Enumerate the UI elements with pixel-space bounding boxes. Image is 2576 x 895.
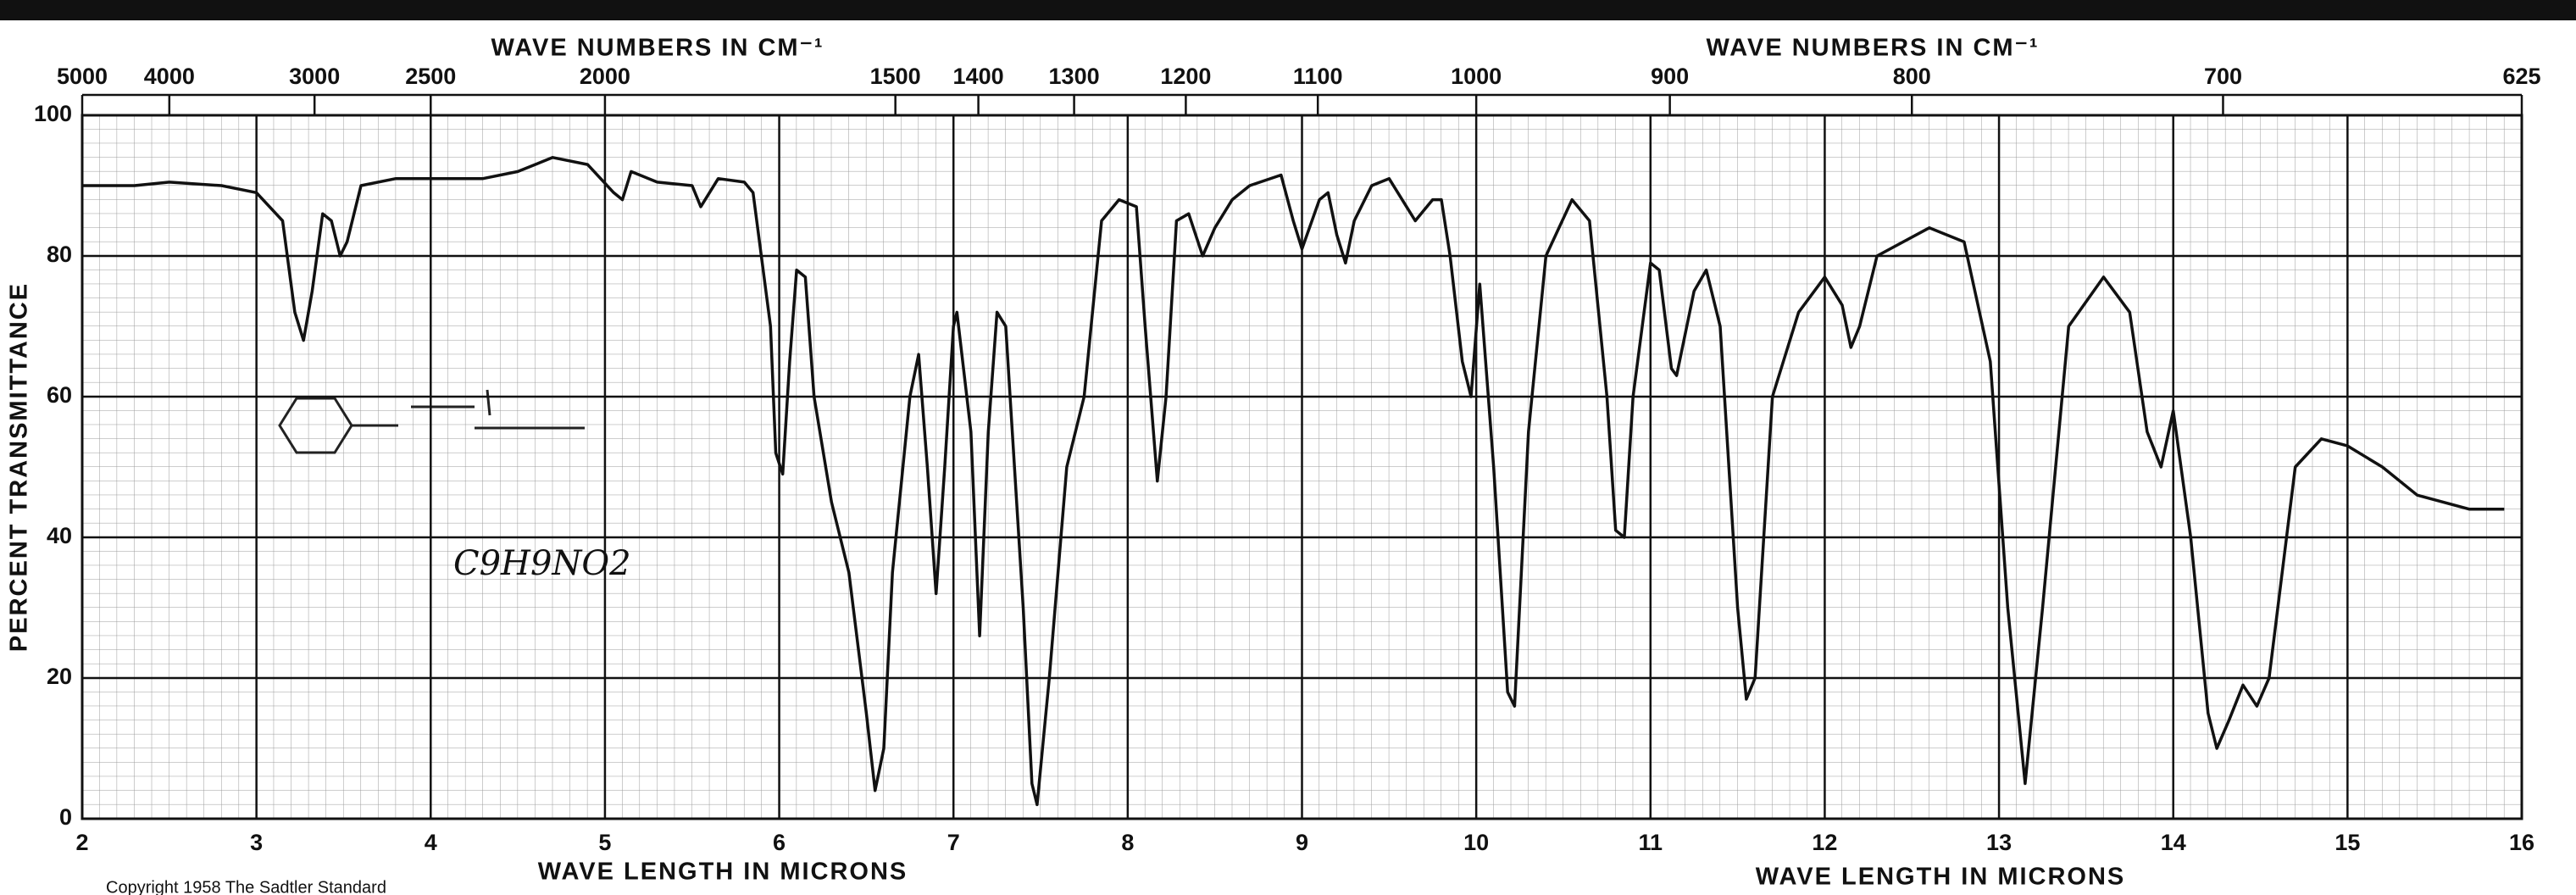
spectrum-line [82,156,2505,807]
x-tick-label: 3 [250,830,263,855]
top-tick-label: 1100 [1293,64,1343,89]
x-tick-label: 16 [2509,830,2534,855]
top-tick-label: 1200 [1160,64,1211,89]
top-tick-label: 700 [2204,64,2242,89]
x-tick-label: 11 [1639,830,1663,855]
top-tick-label: 2000 [580,64,630,89]
y-tick-label: 60 [47,382,72,408]
x-tick-label: 8 [1121,830,1134,855]
y-tick-label: 80 [47,242,72,267]
plot-frame [80,114,2523,820]
top-tick-label: 1500 [870,64,921,89]
x-tick-label: 9 [1296,830,1308,855]
top-tick-label: 2500 [405,64,456,89]
y-axis-title: PERCENT TRANSMITTANCE [6,282,33,652]
x-axis-title: WAVE LENGTH IN MICRONS [1756,864,2126,891]
x-tick-label: 10 [1463,830,1489,855]
top-tick-label: 1400 [953,64,1004,89]
x-tick-label: 6 [773,830,786,855]
top-tick-label: 4000 [144,64,195,89]
footer: Copyright 1958 The Sadtler Standard [106,878,386,895]
x-tick-label: 12 [1812,830,1837,855]
x-tick-label: 4 [425,830,437,855]
y-tick-label: 100 [34,101,72,126]
top-tick-label: 5000 [57,64,108,89]
x-tick-label: 15 [2334,830,2360,855]
top-tick-label: 900 [1651,64,1689,89]
x-axis-title: WAVE LENGTH IN MICRONS [538,859,908,886]
top-tick-label: 3000 [289,64,340,89]
x-tick-label: 2 [75,830,88,855]
top-axis-title: WAVE NUMBERS IN CM⁻¹ [1706,35,2039,62]
y-tick-label: 20 [47,664,72,689]
x-tick-label: 5 [598,830,611,855]
x-tick-label: 7 [947,830,960,855]
structure-sketch [278,389,585,454]
top-tick-label: 800 [1893,64,1931,89]
y-tick-label: 40 [47,523,72,548]
x-tick-label: 14 [2161,830,2186,855]
top-band [0,0,2576,20]
top-tick-label: 1300 [1049,64,1100,89]
formula-annotation: C9H9NO2 [453,544,631,583]
top-tick-label: 625 [2502,64,2540,89]
top-tick-label: 1000 [1451,64,1502,89]
x-tick-label: 13 [1986,830,2012,855]
top-axis-title: WAVE NUMBERS IN CM⁻¹ [491,35,824,62]
y-tick-label: 0 [59,804,72,830]
